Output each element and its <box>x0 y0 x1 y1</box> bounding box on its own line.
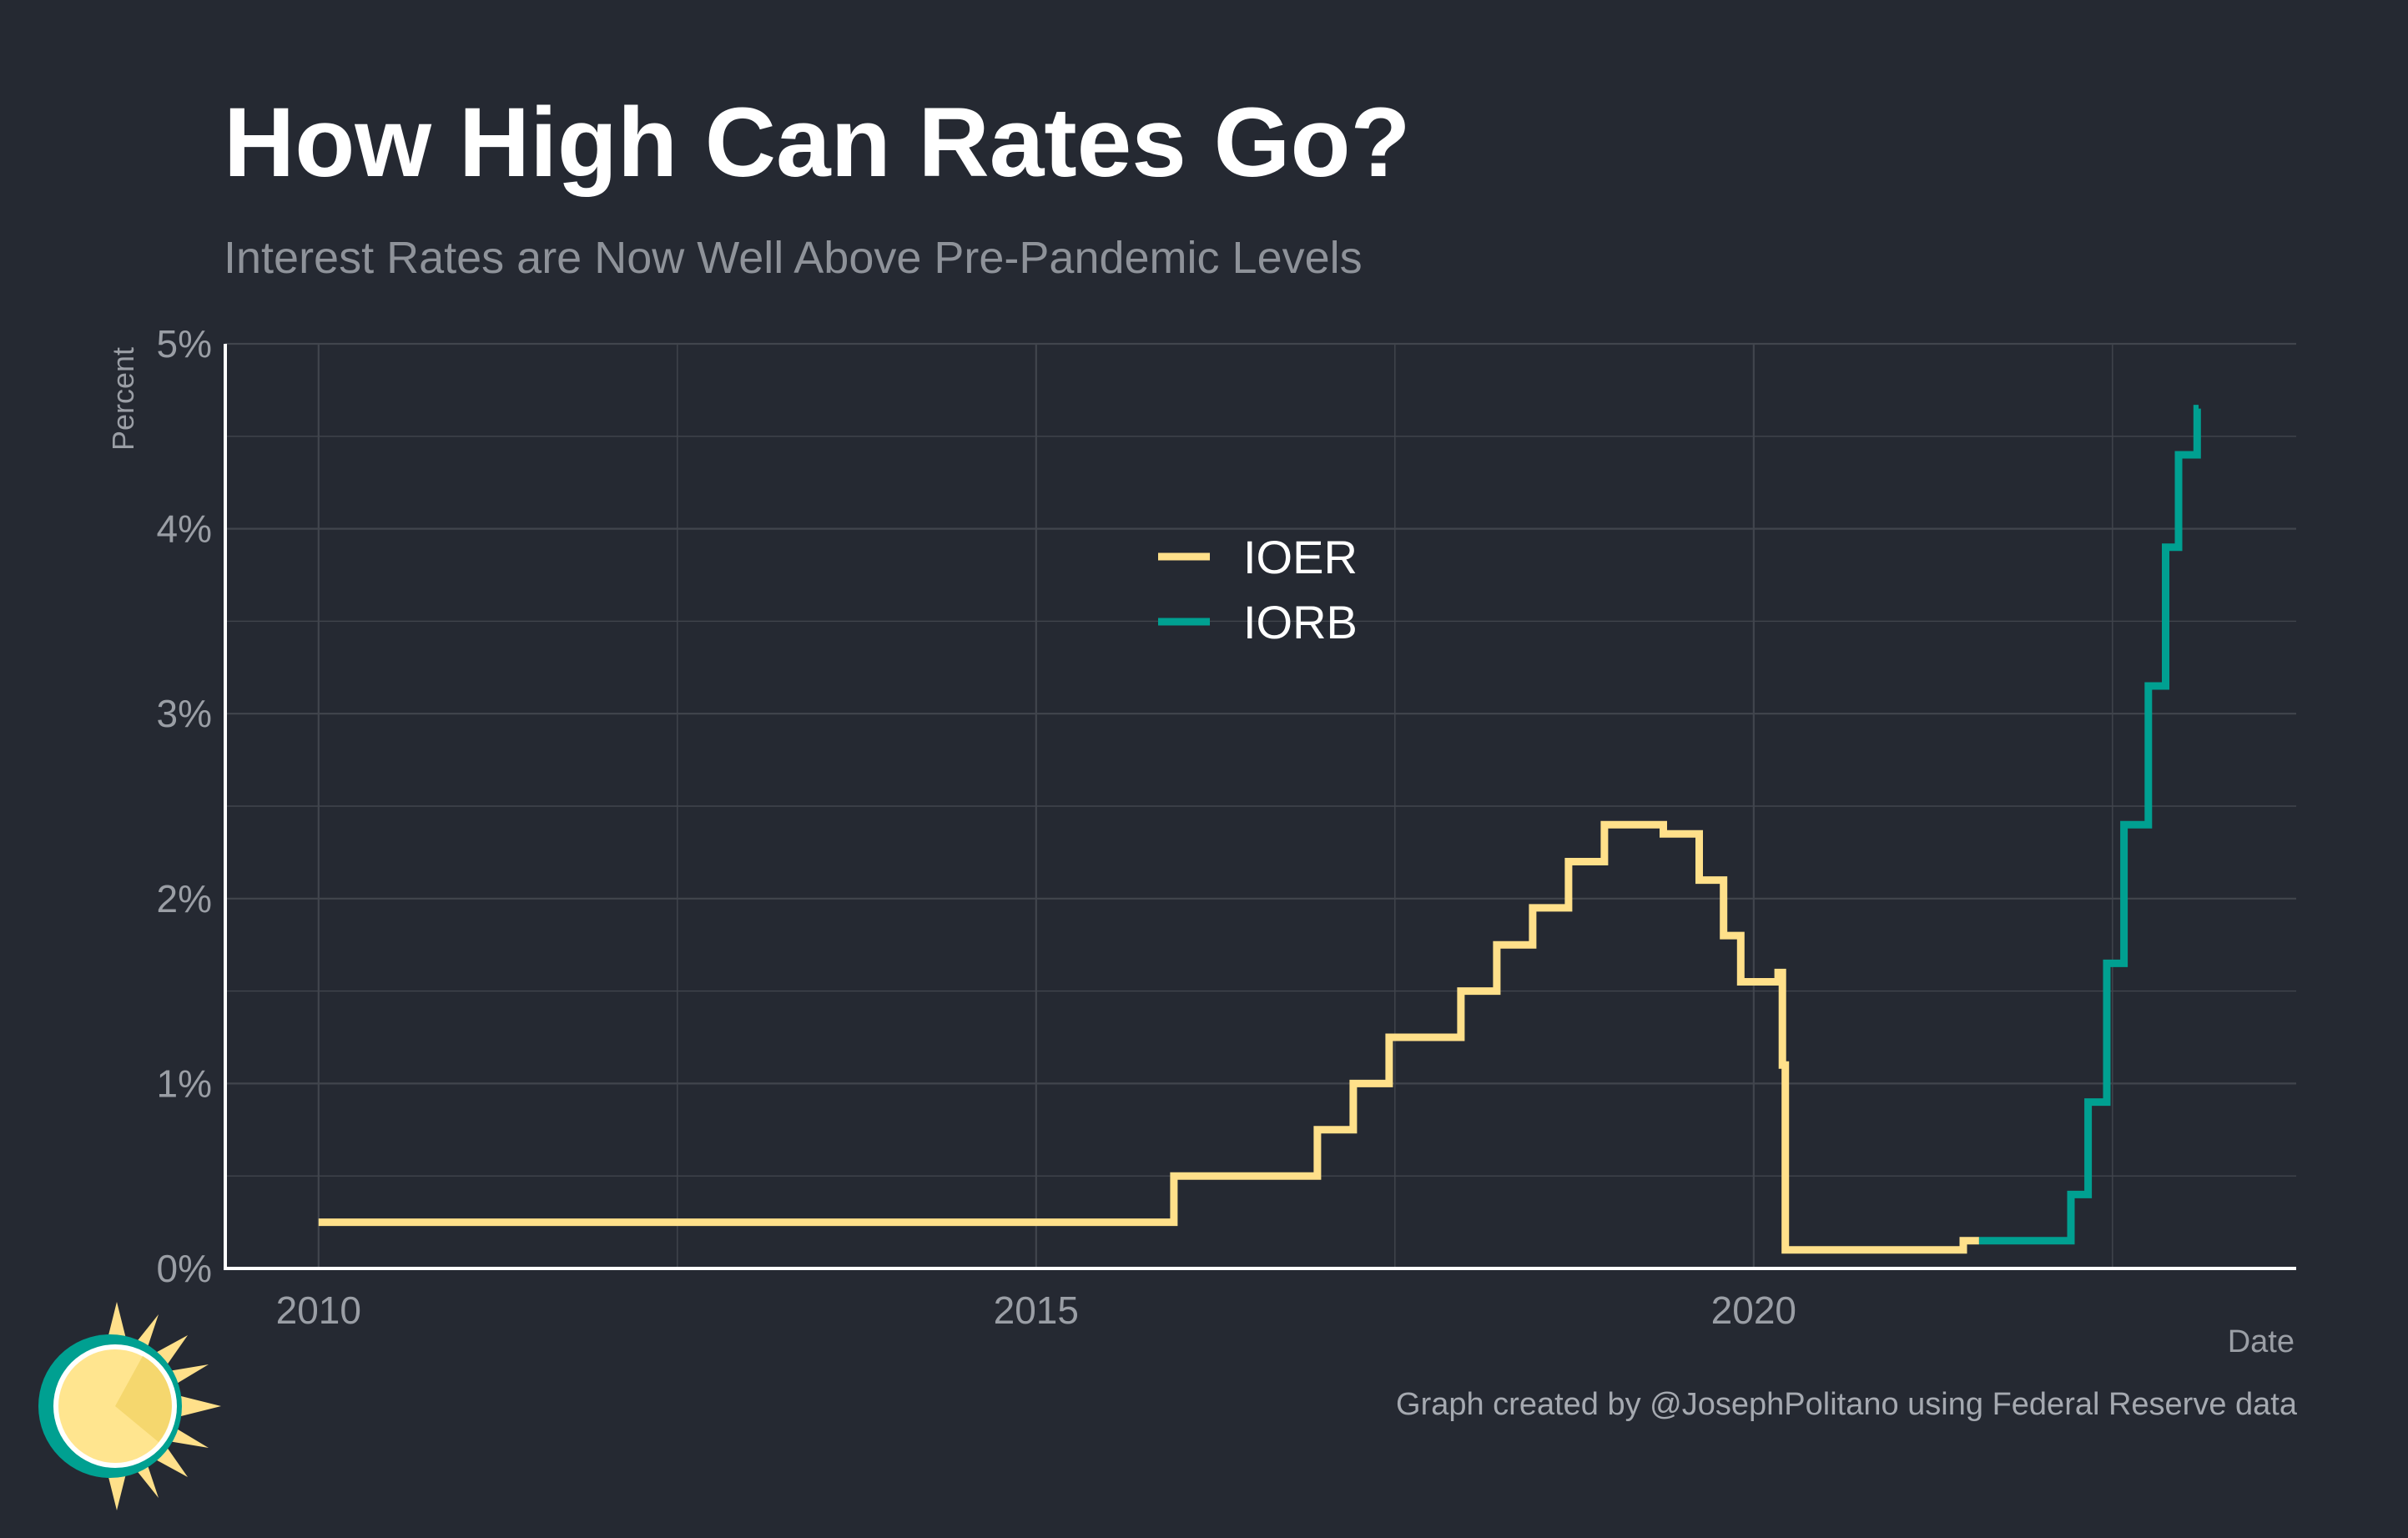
axes: 0% 1% 2% 3% 4% 5% 2010 2015 2020 <box>157 322 2296 1332</box>
y-tick-label: 2% <box>157 877 212 920</box>
sun-logo-icon <box>38 1302 221 1510</box>
legend-label-ioer: IOER <box>1243 531 1358 583</box>
chart-subtitle: Interest Rates are Now Well Above Pre-Pa… <box>224 233 1363 283</box>
x-tick-label: 2015 <box>994 1288 1079 1332</box>
x-axis-label: Date <box>2228 1324 2295 1359</box>
legend: IOER IORB <box>1158 531 1358 648</box>
y-tick-label: 3% <box>157 692 212 735</box>
source-caption: Graph created by @JosephPolitano using F… <box>1396 1387 2297 1422</box>
grid <box>225 342 2296 1270</box>
chart-title: How High Can Rates Go? <box>224 88 1411 198</box>
legend-label-iorb: IORB <box>1243 596 1358 648</box>
y-tick-label: 5% <box>157 322 212 366</box>
y-tick-label: 0% <box>157 1247 212 1290</box>
y-tick-label: 4% <box>157 507 212 551</box>
x-tick-label: 2020 <box>1711 1288 1796 1332</box>
series <box>318 405 2201 1254</box>
series-line-iorb <box>1978 405 2201 1245</box>
y-axis-label: Percent <box>106 347 140 451</box>
series-line-ioer <box>318 820 1979 1254</box>
x-tick-label: 2010 <box>276 1288 361 1332</box>
y-tick-label: 1% <box>157 1061 212 1105</box>
